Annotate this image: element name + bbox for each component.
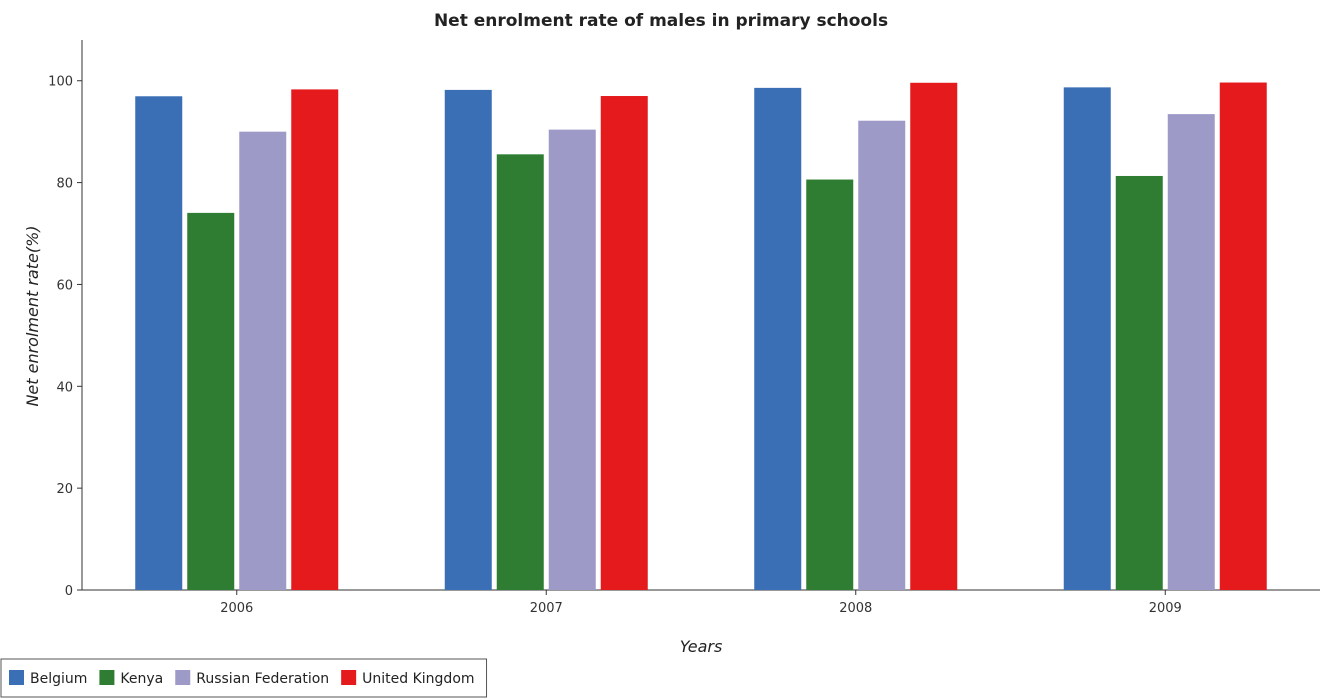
legend-label: Belgium [30, 671, 87, 687]
bar-russian-federation-2008 [858, 120, 906, 590]
bar-belgium-2008 [754, 87, 802, 591]
legend-label: Russian Federation [196, 671, 329, 687]
x-tick-label: 2008 [839, 601, 872, 616]
y-tick-label: 20 [56, 482, 73, 497]
x-tick-label: 2009 [1149, 601, 1182, 616]
bar-belgium-2007 [444, 89, 492, 590]
y-tick-label: 40 [56, 380, 73, 395]
legend-swatch [99, 670, 115, 685]
bar-russian-federation-2007 [548, 129, 596, 590]
x-tick-label: 2006 [220, 601, 253, 616]
bar-russian-federation-2009 [1167, 114, 1215, 590]
x-tick-label: 2007 [530, 601, 563, 616]
bar-belgium-2006 [135, 96, 183, 591]
y-tick-label: 0 [65, 584, 73, 599]
bar-kenya-2009 [1115, 175, 1163, 590]
bar-united-kingdom-2007 [600, 96, 648, 590]
legend: Belgium Kenya Russian Federation United Kin… [0, 658, 488, 698]
bar-kenya-2006 [187, 212, 235, 590]
legend-label: United Kingdom [362, 671, 474, 687]
bar-belgium-2009 [1063, 87, 1111, 590]
y-axis-label: Net enrolment rate(%) [23, 225, 42, 406]
bar-kenya-2007 [496, 154, 544, 590]
chart-title: Net enrolment rate of males in primary s… [434, 11, 888, 31]
y-tick-label: 80 [56, 177, 73, 192]
bar-united-kingdom-2006 [291, 89, 339, 591]
x-axis-label: Years [680, 637, 723, 656]
y-tick-label: 100 [48, 75, 73, 90]
bar-united-kingdom-2008 [910, 82, 958, 591]
bar-russian-federation-2006 [239, 131, 287, 590]
legend-swatch [175, 670, 191, 685]
legend-label: Kenya [120, 671, 163, 687]
legend-box [0, 658, 488, 698]
legend-swatch [341, 670, 357, 685]
y-tick-label: 60 [56, 278, 73, 293]
legend-swatch [9, 670, 24, 685]
plot-area: 0 20 40 60 80 100 2006 2007 2008 2009 [48, 40, 1320, 616]
bar-united-kingdom-2009 [1219, 82, 1267, 591]
bar-kenya-2008 [806, 179, 854, 590]
